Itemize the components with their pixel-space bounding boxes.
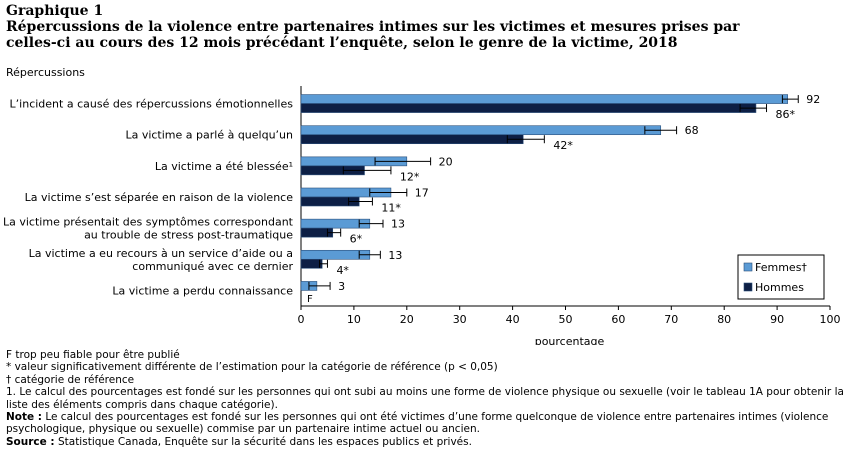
data-label: 68 — [685, 124, 699, 137]
category-label: L’incident a causé des répercussions émo… — [10, 98, 294, 111]
data-label: 11* — [381, 202, 401, 215]
category-label: La victime s’est séparée en raison de la… — [25, 191, 294, 204]
category-label: La victime a été blessée¹ — [155, 160, 293, 173]
note-general: Note : Le calcul des pourcentages est fo… — [6, 411, 846, 436]
legend-swatch — [743, 282, 753, 292]
category-label: La victime a parlé à quelqu’un — [125, 129, 293, 142]
x-tick-label: 70 — [664, 313, 678, 326]
bar — [300, 125, 662, 136]
data-label: 42* — [553, 139, 573, 152]
data-label: 6* — [350, 233, 363, 246]
x-tick-label: 30 — [453, 313, 467, 326]
note-star: * valeur significativement différente de… — [6, 361, 498, 374]
bar-chart: 0 10 20 30 40 50 60 70 80 90 100 pourcentage L’incid… — [3, 86, 841, 345]
chart-notes: F trop peu fiable pour être publié * val… — [6, 349, 846, 448]
note-text: Le calcul des pourcentages est fondé sur… — [6, 411, 829, 436]
bar — [300, 103, 757, 113]
data-label: 20 — [439, 155, 453, 168]
category-label: La victime a perdu connaissance — [112, 284, 293, 297]
note-dagger: † catégorie de référence — [6, 373, 135, 386]
data-label: 12* — [400, 170, 420, 183]
x-axis-title: pourcentage — [535, 335, 605, 345]
data-label: 13 — [391, 218, 405, 231]
note-f: F trop peu fiable pour être publié — [6, 349, 180, 361]
data-label: 92 — [806, 93, 820, 106]
category-label: communiqué avec ce dernier — [132, 260, 293, 273]
y-axis-title: Répercussions — [6, 66, 85, 79]
legend-swatch — [743, 262, 753, 272]
chart-title-line2: celles-ci au cours des 12 mois précédant… — [6, 35, 678, 51]
x-tick-label: 90 — [770, 313, 784, 326]
data-label: 3 — [338, 280, 345, 293]
category-label: La victime présentait des symptômes corr… — [3, 216, 294, 229]
x-tick-label: 0 — [298, 313, 305, 326]
legend-label: Femmes† — [755, 261, 807, 274]
legend-label: Hommes — [755, 281, 804, 294]
data-label: F — [307, 294, 313, 305]
data-label: 4* — [336, 264, 349, 277]
note-1: 1. Le calcul des pourcentages est fondé … — [6, 386, 844, 411]
x-tick-label: 20 — [400, 313, 414, 326]
note-label: Note : — [6, 411, 42, 424]
category-label: au trouble de stress post-traumatique — [84, 229, 293, 242]
x-tick-label: 50 — [559, 313, 573, 326]
data-label: 13 — [388, 249, 402, 262]
source: Source : Statistique Canada, Enquête sur… — [6, 436, 846, 448]
chart-title-line1: Répercussions de la violence entre parte… — [6, 19, 740, 35]
x-tick-label: 40 — [506, 313, 520, 326]
x-tick-label: 60 — [611, 313, 625, 326]
category-label: La victime a eu recours à un service d’a… — [29, 247, 293, 260]
x-tick-label: 100 — [820, 313, 841, 326]
source-text: Statistique Canada, Enquête sur la sécur… — [54, 435, 472, 448]
chart-header: Graphique 1 Répercussions de la violence… — [6, 3, 846, 52]
x-tick-label: 80 — [717, 313, 731, 326]
data-label: 86* — [776, 108, 796, 121]
legend-box — [737, 254, 825, 300]
bar — [300, 258, 323, 269]
chart-label: Graphique 1 — [6, 3, 104, 19]
source-label: Source : — [6, 435, 55, 448]
data-label: 17 — [415, 187, 429, 200]
bar — [300, 134, 524, 145]
x-tick-label: 10 — [347, 313, 361, 326]
bar — [300, 94, 788, 104]
